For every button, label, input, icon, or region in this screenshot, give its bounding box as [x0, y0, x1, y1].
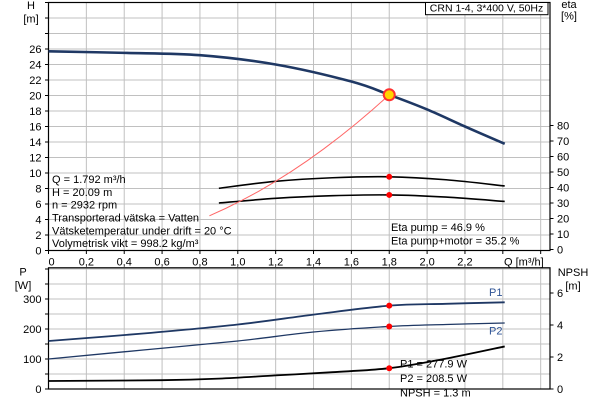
svg-text:100: 100 [23, 354, 41, 366]
svg-text:H = 20.09 m: H = 20.09 m [52, 187, 112, 199]
svg-text:0: 0 [49, 257, 55, 269]
svg-text:[m]: [m] [23, 14, 38, 26]
svg-text:0,8: 0,8 [192, 257, 207, 269]
svg-text:P: P [19, 267, 26, 279]
svg-text:0: 0 [35, 246, 41, 258]
svg-text:22: 22 [29, 75, 41, 87]
svg-text:14: 14 [29, 137, 41, 149]
svg-text:P2 = 208.5 W: P2 = 208.5 W [400, 373, 468, 385]
svg-text:NPSH: NPSH [558, 267, 589, 279]
svg-text:eta: eta [561, 0, 577, 11]
svg-text:Q [m³/h]: Q [m³/h] [504, 257, 544, 269]
svg-text:18: 18 [29, 106, 41, 118]
svg-text:NPSH = 1.3 m: NPSH = 1.3 m [400, 387, 471, 399]
svg-text:[m]: [m] [565, 281, 580, 293]
svg-text:80: 80 [557, 121, 569, 133]
svg-text:26: 26 [29, 44, 41, 56]
svg-text:4: 4 [35, 215, 41, 227]
svg-text:1,8: 1,8 [382, 257, 397, 269]
svg-text:20: 20 [29, 91, 41, 103]
svg-text:2: 2 [557, 352, 563, 364]
svg-text:0,6: 0,6 [154, 257, 169, 269]
svg-text:20: 20 [557, 214, 569, 226]
svg-text:200: 200 [23, 324, 41, 336]
svg-text:1,4: 1,4 [306, 257, 321, 269]
svg-text:Transporterad vätska = Vatten: Transporterad vätska = Vatten [52, 212, 199, 224]
svg-text:0: 0 [557, 245, 563, 257]
svg-text:24: 24 [29, 60, 41, 72]
svg-text:[%]: [%] [561, 11, 577, 23]
svg-text:CRN 1-4, 3*400 V, 50Hz: CRN 1-4, 3*400 V, 50Hz [430, 3, 543, 15]
svg-text:16: 16 [29, 122, 41, 134]
svg-text:6: 6 [557, 288, 563, 300]
svg-text:0: 0 [557, 384, 563, 396]
svg-text:10: 10 [29, 168, 41, 180]
svg-text:0,2: 0,2 [79, 257, 94, 269]
svg-text:1,0: 1,0 [230, 257, 245, 269]
svg-text:8: 8 [35, 184, 41, 196]
svg-text:P2: P2 [489, 326, 502, 338]
svg-text:Eta pump = 46.9 %: Eta pump = 46.9 % [391, 222, 485, 234]
svg-text:50: 50 [557, 167, 569, 179]
svg-text:Vätsketemperatur under drift =: Vätsketemperatur under drift = 20 °C [52, 225, 232, 237]
svg-text:4: 4 [557, 320, 563, 332]
svg-text:P1 = 277.9 W: P1 = 277.9 W [400, 359, 468, 371]
svg-text:Volymetrisk vikt = 998.2 kg/m³: Volymetrisk vikt = 998.2 kg/m³ [52, 238, 199, 250]
svg-text:Eta pump+motor = 35.2 %: Eta pump+motor = 35.2 % [391, 235, 520, 247]
svg-text:1,2: 1,2 [268, 257, 283, 269]
svg-text:12: 12 [29, 153, 41, 165]
svg-text:1,6: 1,6 [344, 257, 359, 269]
svg-text:70: 70 [557, 136, 569, 148]
svg-text:0: 0 [35, 384, 41, 396]
svg-text:P1: P1 [489, 287, 502, 299]
svg-text:300: 300 [23, 294, 41, 306]
svg-text:2: 2 [35, 230, 41, 242]
svg-text:2,2: 2,2 [457, 257, 472, 269]
svg-text:n = 2932 rpm: n = 2932 rpm [52, 200, 117, 212]
svg-text:[W]: [W] [15, 280, 32, 292]
svg-text:H: H [27, 0, 35, 12]
svg-text:10: 10 [557, 229, 569, 241]
svg-text:2,0: 2,0 [419, 257, 434, 269]
svg-text:30: 30 [557, 198, 569, 210]
svg-text:Q = 1.792 m³/h: Q = 1.792 m³/h [52, 174, 126, 186]
svg-text:0,4: 0,4 [117, 257, 132, 269]
svg-text:40: 40 [557, 183, 569, 195]
svg-text:60: 60 [557, 152, 569, 164]
svg-text:6: 6 [35, 199, 41, 211]
